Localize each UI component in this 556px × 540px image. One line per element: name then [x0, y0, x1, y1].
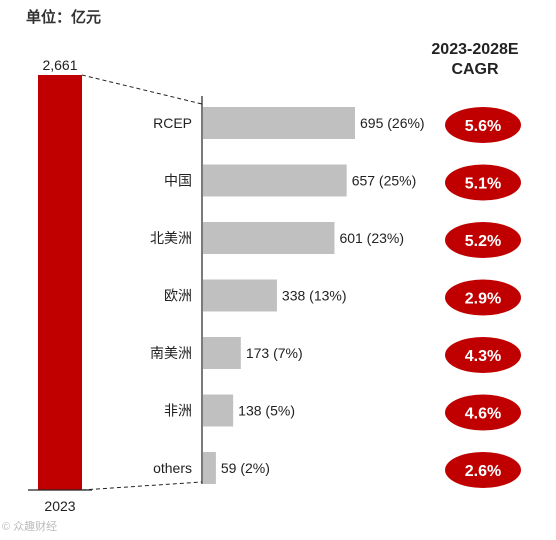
cagr-value-1: 5.1% — [465, 176, 501, 193]
cagr-ellipse-3 — [445, 279, 521, 316]
cagr-header-label: CAGR — [451, 61, 499, 78]
category-label-2: 北美洲 — [150, 230, 192, 246]
bar-3 — [203, 279, 277, 312]
total-value-label: 2,661 — [42, 57, 77, 73]
value-label-1: 657 (25%) — [352, 173, 417, 189]
category-label-1: 中国 — [164, 173, 192, 189]
cagr-ellipse-0 — [445, 107, 521, 143]
cagr-value-4: 4.3% — [465, 348, 501, 365]
cagr-ellipse-5 — [445, 394, 521, 431]
total-bar — [38, 75, 82, 490]
cagr-ellipse-6 — [445, 452, 521, 488]
category-label-3: 欧洲 — [164, 288, 192, 304]
value-label-6: 59 (2%) — [221, 460, 270, 476]
unit-label: 单位：亿元 — [26, 9, 102, 26]
category-label-0: RCEP — [153, 115, 192, 131]
connector-line-bottom — [81, 481, 203, 491]
bar-2 — [203, 222, 335, 254]
cagr-header: 2023-2028E CAGR — [410, 40, 540, 80]
connector-line-top — [81, 74, 203, 105]
cagr-value-5: 4.6% — [465, 406, 501, 423]
cagr-ellipse-2 — [445, 222, 521, 258]
value-label-2: 601 (23%) — [339, 230, 404, 246]
cagr-ellipse-1 — [445, 164, 521, 201]
value-label-0: 695 (26%) — [360, 115, 425, 131]
watermark-text: © 众趣财经 — [2, 521, 58, 533]
bar-0 — [203, 107, 355, 139]
value-label-3: 338 (13%) — [282, 288, 347, 304]
category-label-5: 非洲 — [164, 403, 192, 419]
value-label-5: 138 (5%) — [238, 403, 295, 419]
category-label-6: others — [153, 460, 192, 476]
cagr-ellipse-4 — [445, 337, 521, 373]
bar-6 — [203, 452, 216, 484]
value-label-4: 173 (7%) — [246, 345, 303, 361]
cagr-value-3: 2.9% — [465, 291, 501, 308]
cagr-header-period: 2023-2028E — [431, 41, 519, 58]
bar-5 — [203, 394, 234, 427]
category-label-4: 南美洲 — [150, 345, 192, 361]
bar-1 — [203, 164, 347, 197]
bar-4 — [203, 337, 241, 369]
cagr-value-0: 5.6% — [465, 118, 501, 135]
cagr-value-6: 2.6% — [465, 463, 501, 480]
total-category-label: 2023 — [44, 498, 75, 514]
cagr-value-2: 5.2% — [465, 233, 501, 250]
